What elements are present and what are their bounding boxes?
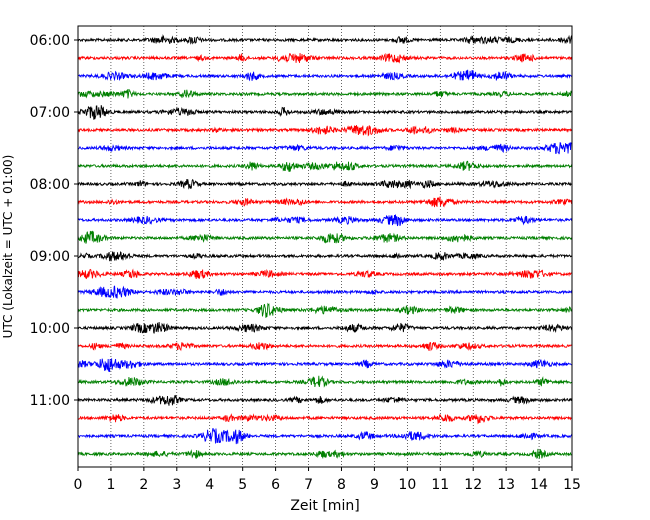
trace-line	[77, 160, 573, 173]
x-tick-label: 13	[497, 477, 515, 493]
y-tick-label: 11:00	[30, 393, 70, 409]
x-tick-label: 12	[464, 477, 482, 493]
y-tick-label: 10:00	[30, 321, 70, 337]
y-tick-label: 06:00	[30, 33, 70, 49]
x-tick-label: 11	[431, 477, 449, 493]
trace-line	[77, 394, 573, 406]
trace-line	[77, 105, 573, 120]
y-axis-ticks: 06:00 07:00 08:00 09:00 10:00 11:00	[30, 33, 78, 409]
x-axis-label: Zeit [min]	[290, 498, 359, 514]
trace-line	[77, 52, 573, 64]
x-tick-label: 14	[530, 477, 548, 493]
trace-line	[77, 88, 573, 99]
trace-line	[77, 427, 573, 445]
trace-line	[77, 34, 573, 45]
x-tick-label: 7	[304, 477, 313, 493]
trace-line	[77, 321, 573, 334]
trace-line	[77, 302, 573, 318]
y-tick-label: 09:00	[30, 249, 70, 265]
trace-line	[77, 214, 573, 227]
x-tick-label: 3	[172, 477, 181, 493]
trace-line	[77, 142, 573, 155]
y-axis-label: UTC (Lokalzeit = UTC + 01:00)	[1, 155, 15, 339]
x-axis-ticks: 0 1 2 3 4 5 6 7 8 9 10 11 12 13 14 15	[74, 467, 581, 493]
x-tick-label: 9	[370, 477, 379, 493]
plot-frame	[77, 25, 573, 468]
x-tick-label: 4	[205, 477, 214, 493]
x-tick-label: 10	[398, 477, 416, 493]
trace-line	[77, 124, 573, 137]
x-tick-label: 5	[238, 477, 247, 493]
trace-line	[77, 448, 573, 460]
x-tick-label: 1	[106, 477, 115, 493]
y-tick-label: 07:00	[30, 105, 70, 121]
x-tick-label: 2	[139, 477, 148, 493]
x-tick-label: 8	[337, 477, 346, 493]
x-tick-label: 0	[74, 477, 83, 493]
trace-lines	[77, 34, 573, 460]
trace-line	[77, 268, 573, 280]
trace-line	[77, 69, 573, 82]
trace-line	[77, 285, 573, 299]
x-tick-label: 15	[563, 477, 581, 493]
x-tick-label: 6	[271, 477, 280, 493]
trace-line	[77, 230, 573, 244]
trace-line	[77, 413, 573, 425]
trace-line	[77, 251, 573, 262]
trace-line	[77, 375, 573, 388]
trace-line	[77, 196, 573, 208]
y-tick-label: 08:00	[30, 177, 70, 193]
trace-line	[77, 341, 573, 352]
trace-line	[77, 178, 573, 190]
trace-line	[77, 358, 573, 372]
